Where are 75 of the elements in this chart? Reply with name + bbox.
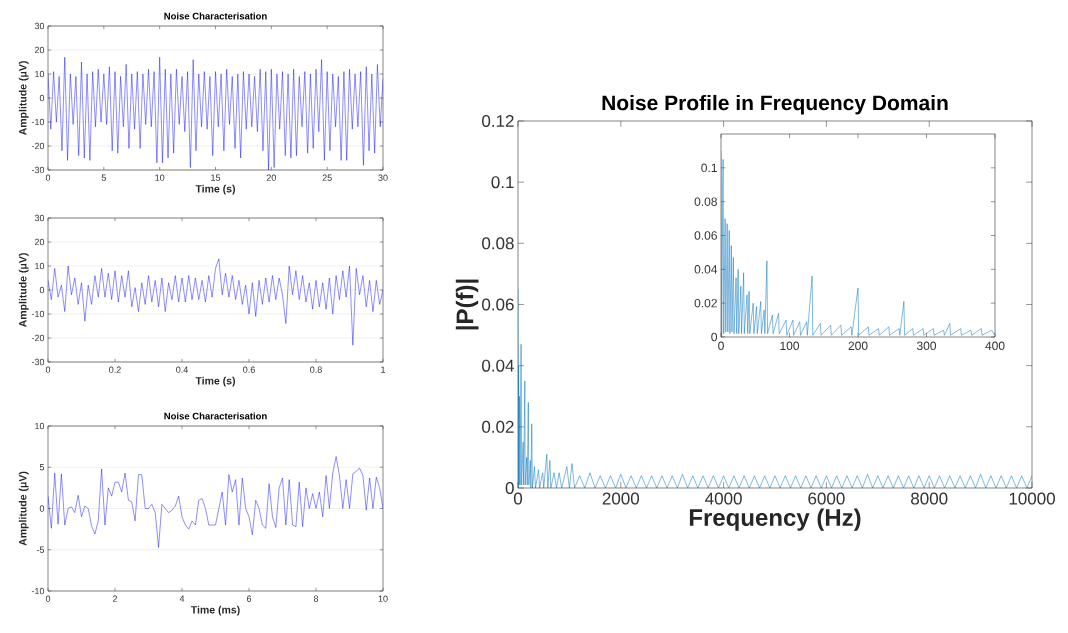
x-tick-label: 4 <box>179 595 185 602</box>
y-tick-label: 0 <box>39 505 45 512</box>
x-axis-title: Time (s) <box>195 376 235 387</box>
x-tick-label: 0.4 <box>176 366 188 373</box>
x-tick-label: 2000 <box>602 492 640 505</box>
x-tick-label: 5 <box>101 174 106 181</box>
x-axis-title: Frequency (Hz) <box>689 508 861 531</box>
y-tick-label: -20 <box>31 334 45 342</box>
x-tick-label: 0.6 <box>243 366 255 373</box>
y-tick-label: -10 <box>31 587 45 595</box>
x-tick-label: 200 <box>848 341 868 351</box>
y-tick-label: 0.04 <box>694 265 718 274</box>
x-axis-title: Time (ms) <box>190 605 240 616</box>
x-tick-label: 0 <box>45 174 51 181</box>
x-axis-title: Time (s) <box>195 184 235 195</box>
x-tick-label: 300 <box>916 341 937 351</box>
y-tick-label: 0 <box>505 481 514 495</box>
x-tick-label: 6000 <box>808 492 845 505</box>
x-tick-label: 0 <box>45 366 51 373</box>
x-tick-label: 10 <box>155 174 165 181</box>
y-axis-title: |P(f)| <box>455 279 479 330</box>
x-tick-label: 4000 <box>705 492 742 505</box>
chart-title: Noise Characterisation <box>164 12 267 20</box>
y-tick-label: 0.02 <box>482 420 514 433</box>
x-tick-label: 0 <box>513 492 523 505</box>
y-tick-label: 0 <box>711 332 718 342</box>
y-tick-label: 10 <box>35 262 45 270</box>
x-tick-label: 8000 <box>911 492 948 505</box>
y-tick-label: 0.08 <box>482 237 514 250</box>
line-series <box>48 258 384 346</box>
y-tick-label: 0.02 <box>694 298 717 308</box>
y-tick-label: 0.06 <box>694 231 717 240</box>
y-tick-label: 30 <box>34 214 45 222</box>
x-tick-label: 30 <box>378 174 388 181</box>
y-tick-label: 0.1 <box>701 163 717 173</box>
chart-title: Noise Profile in Frequency Domain <box>602 94 948 115</box>
x-tick-label: 10 <box>378 595 388 602</box>
x-tick-label: 25 <box>322 174 332 181</box>
y-tick-label: 0 <box>39 94 45 102</box>
y-axis-title: Amplitude (μV) <box>18 61 29 136</box>
x-tick-label: 400 <box>985 341 1005 351</box>
x-tick-label: 0 <box>45 595 51 602</box>
y-tick-label: 0.08 <box>694 197 717 206</box>
y-tick-label: 30 <box>34 22 45 30</box>
x-tick-label: 10000 <box>1009 492 1055 505</box>
y-tick-label: -5 <box>36 546 45 553</box>
line-series <box>48 56 383 170</box>
chart-title: Noise Characterisation <box>164 412 267 420</box>
y-tick-label: 20 <box>34 238 45 246</box>
x-tick-label: 1 <box>381 366 386 373</box>
x-tick-label: 20 <box>266 174 276 181</box>
y-tick-label: 0.06 <box>482 298 514 311</box>
y-tick-label: -30 <box>31 358 45 366</box>
x-tick-label: 8 <box>313 595 319 602</box>
x-tick-label: 6 <box>246 595 252 602</box>
x-tick-label: 0.2 <box>109 366 121 373</box>
y-tick-label: -20 <box>31 142 45 150</box>
y-tick-label: 20 <box>34 46 45 54</box>
y-tick-label: -30 <box>31 166 45 174</box>
y-tick-label: -10 <box>31 118 45 126</box>
x-tick-label: 15 <box>211 174 221 181</box>
y-tick-label: 0.12 <box>482 114 514 128</box>
y-tick-label: 0.04 <box>482 359 514 372</box>
x-tick-label: 2 <box>112 595 118 602</box>
y-tick-label: 0 <box>39 286 45 294</box>
y-tick-label: 0.1 <box>491 176 514 189</box>
x-tick-label: 0.8 <box>310 366 322 373</box>
x-tick-label: 100 <box>780 341 800 351</box>
y-tick-label: 5 <box>39 464 45 471</box>
y-tick-label: 10 <box>35 70 45 78</box>
y-tick-label: -10 <box>31 310 45 318</box>
y-axis-title: Amplitude (μV) <box>18 253 29 328</box>
y-tick-label: 10 <box>35 422 45 430</box>
y-axis-title: Amplitude (μV) <box>18 471 29 546</box>
line-series <box>518 288 1033 488</box>
